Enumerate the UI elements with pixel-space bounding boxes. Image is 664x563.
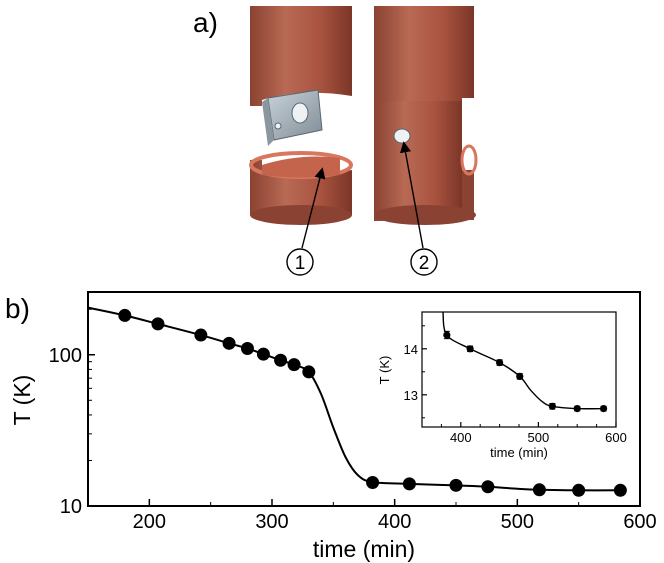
main-y-axis-label: T (K): [9, 375, 35, 426]
callout-2-text: 2: [419, 253, 430, 274]
main-data-point: [532, 483, 546, 497]
main-data-point: [240, 342, 254, 356]
main-data-point: [402, 477, 416, 491]
inset-x-tick-label: 400: [450, 430, 472, 445]
inset-plot-frame: [421, 311, 617, 428]
callout-1-arrow: [301, 167, 326, 249]
right-cylinder: [374, 6, 478, 225]
inset-x-tick-label: 500: [528, 430, 550, 445]
clamp-block: [262, 89, 323, 146]
main-data-point: [256, 347, 270, 361]
callout-1-text: 1: [295, 253, 306, 274]
left-cylinder: [249, 6, 353, 225]
main-y-tick-label: 100: [49, 345, 82, 367]
right-cylinder-side: [462, 170, 474, 220]
main-data-point: [118, 308, 132, 322]
inset-x-axis-label: time (min): [490, 445, 548, 460]
main-x-tick-label: 400: [378, 511, 411, 533]
main-data-point: [222, 336, 236, 350]
probe-hole: [393, 128, 411, 144]
main-data-point: [194, 328, 208, 342]
main-ticks: 200 300 400 500 600 10 100: [49, 308, 657, 533]
main-data-point: [366, 476, 380, 490]
inset-data-point: [599, 405, 608, 413]
inset-ticks: 400 500 600 13 14: [404, 325, 627, 445]
panel-b-label: b): [5, 293, 30, 324]
right-cylinder-bottom-cap: [374, 205, 476, 225]
right-cylinder-body-mid: [374, 101, 462, 221]
main-x-tick-label: 300: [255, 511, 288, 533]
panel-a: a): [193, 6, 478, 276]
inset-data-point: [496, 359, 504, 367]
main-data-point: [449, 478, 463, 492]
inset-x-tick-label: 600: [605, 430, 627, 445]
panel-a-label: a): [193, 7, 218, 38]
inset-y-tick-label: 13: [404, 388, 418, 403]
callout-2-circle: [410, 248, 438, 276]
inset-fit-curve: [442, 311, 604, 410]
inset-chart: 400 500 600 13 14 time (min) T (K): [377, 311, 627, 460]
callout-2-arrow: [400, 141, 424, 249]
inset-data-point: [573, 405, 581, 413]
inset-data-point: [516, 372, 524, 380]
main-x-tick-label: 200: [133, 511, 166, 533]
main-data-point: [572, 483, 586, 497]
main-x-tick-label: 500: [501, 511, 534, 533]
right-cylinder-window: [462, 98, 476, 170]
main-data-point: [274, 353, 288, 367]
panel-b: b) 200 300 400 500 600 10 100 time (min) T (K)…: [5, 291, 657, 562]
main-data-point: [302, 365, 316, 379]
main-data-point: [613, 483, 627, 497]
main-data-point: [151, 317, 165, 331]
main-x-tick-label: 600: [623, 511, 656, 533]
inset-data-points: [443, 330, 608, 413]
left-cylinder-body-top: [250, 6, 352, 106]
main-chart: 200 300 400 500 600 10 100 time (min) T (K): [9, 291, 657, 562]
left-cylinder-bottom-cap: [250, 205, 352, 225]
main-y-tick-label: 10: [60, 496, 82, 518]
main-data-points: [118, 308, 627, 497]
callout-1-circle: [286, 248, 314, 276]
main-data-point: [287, 358, 301, 372]
main-data-point: [481, 480, 495, 494]
right-cylinder-body-top: [374, 6, 474, 101]
inset-y-axis-label: T (K): [377, 356, 392, 385]
inset-data-point: [443, 331, 451, 339]
inset-data-point: [548, 402, 556, 410]
main-x-axis-label: time (min): [313, 536, 415, 562]
main-fit-curve: [87, 306, 621, 492]
inset-y-tick-label: 14: [404, 342, 418, 357]
inset-data-point: [466, 345, 474, 353]
main-plot-frame: [87, 291, 641, 507]
right-cylinder-rim: [460, 144, 478, 176]
